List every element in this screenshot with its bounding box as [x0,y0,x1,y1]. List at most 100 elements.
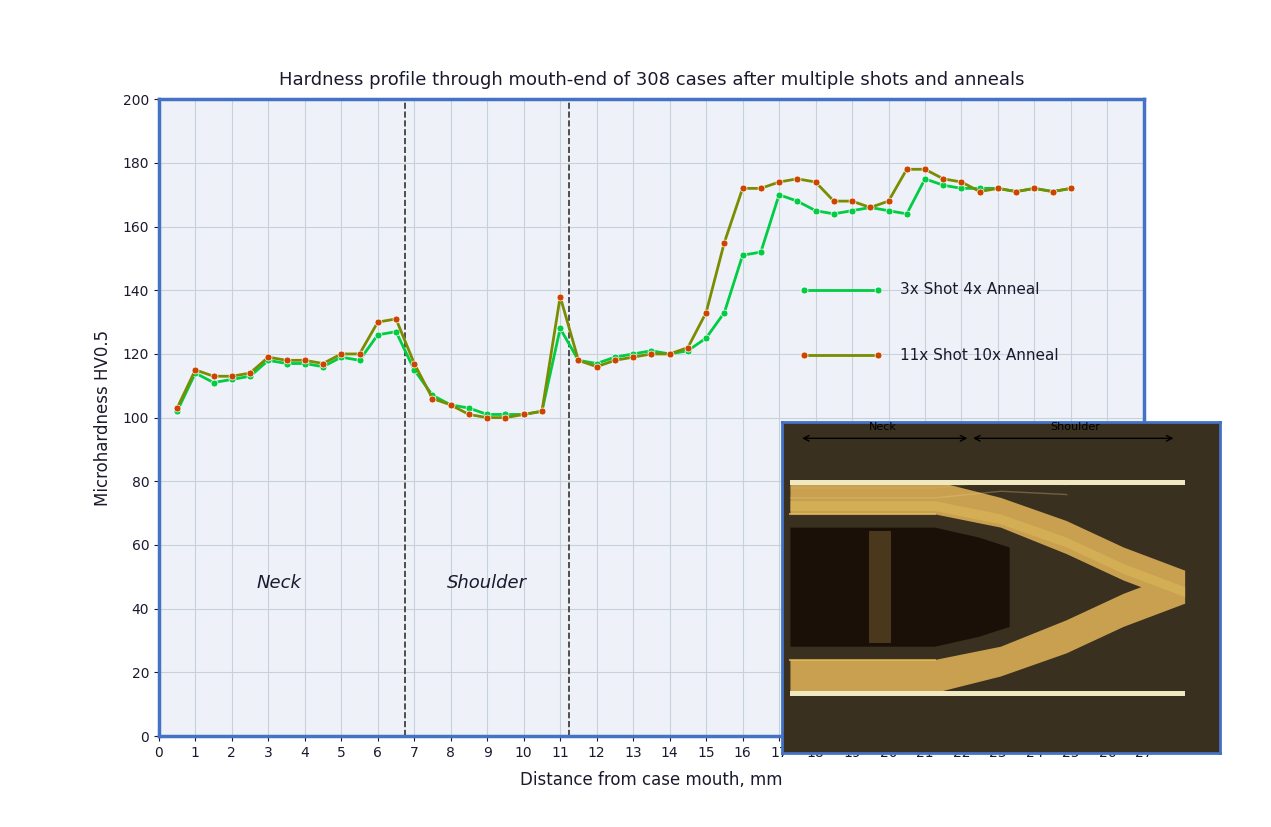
11x Shot 10x Anneal [188,365,203,375]
11x Shot 10x Anneal [315,359,330,369]
3x Shot 4x Anneal [625,349,641,359]
3x Shot 4x Anneal [243,371,258,381]
11x Shot 10x Anneal [1027,184,1042,194]
X-axis label: Distance from case mouth, mm: Distance from case mouth, mm [520,771,783,789]
11x Shot 10x Anneal [571,356,586,366]
Y-axis label: Microhardness HV0.5: Microhardness HV0.5 [94,330,112,505]
Text: 3x Shot 4x Anneal: 3x Shot 4x Anneal [900,282,1040,297]
3x Shot 4x Anneal [278,359,294,369]
11x Shot 10x Anneal [935,174,951,184]
11x Shot 10x Anneal [461,409,477,419]
3x Shot 4x Anneal [224,375,239,385]
11x Shot 10x Anneal [625,352,641,362]
Text: Shoulder: Shoulder [447,574,527,592]
11x Shot 10x Anneal [771,177,787,187]
11x Shot 10x Anneal [425,394,440,404]
3x Shot 4x Anneal [534,406,549,416]
11x Shot 10x Anneal [407,359,422,369]
3x Shot 4x Anneal [407,365,422,375]
Text: 11x Shot 10x Anneal: 11x Shot 10x Anneal [900,348,1059,363]
11x Shot 10x Anneal [953,177,969,187]
11x Shot 10x Anneal [516,409,531,419]
3x Shot 4x Anneal [169,406,184,416]
11x Shot 10x Anneal [444,400,459,410]
3x Shot 4x Anneal [826,209,841,219]
Text: Neck: Neck [257,574,301,592]
3x Shot 4x Anneal [953,184,969,194]
3x Shot 4x Anneal [808,206,824,216]
3x Shot 4x Anneal [334,352,350,362]
3x Shot 4x Anneal [1027,184,1042,194]
3x Shot 4x Anneal [553,323,568,333]
11x Shot 10x Anneal [699,308,714,318]
3x Shot 4x Anneal [699,333,714,343]
11x Shot 10x Anneal [278,356,294,366]
11x Shot 10x Anneal [553,292,568,302]
Line: 11x Shot 10x Anneal: 11x Shot 10x Anneal [174,166,1074,421]
11x Shot 10x Anneal [243,368,258,378]
3x Shot 4x Anneal [516,409,531,419]
11x Shot 10x Anneal [297,356,313,366]
11x Shot 10x Anneal [644,349,660,359]
11x Shot 10x Anneal [1009,187,1024,197]
11x Shot 10x Anneal [224,371,239,381]
3x Shot 4x Anneal [844,206,859,216]
11x Shot 10x Anneal [717,237,732,247]
11x Shot 10x Anneal [498,413,513,423]
3x Shot 4x Anneal [754,247,769,257]
3x Shot 4x Anneal [479,409,494,419]
Line: 3x Shot 4x Anneal: 3x Shot 4x Anneal [174,175,1074,418]
3x Shot 4x Anneal [389,327,404,337]
3x Shot 4x Anneal [588,359,604,369]
11x Shot 10x Anneal [918,165,933,174]
Title: Hardness profile through mouth-end of 308 cases after multiple shots and anneals: Hardness profile through mouth-end of 30… [278,71,1024,89]
11x Shot 10x Anneal [206,371,221,381]
3x Shot 4x Anneal [680,346,695,356]
11x Shot 10x Anneal [789,174,805,184]
11x Shot 10x Anneal [808,177,824,187]
11x Shot 10x Anneal [844,196,859,206]
Bar [869,531,891,643]
3x Shot 4x Anneal [717,308,732,318]
11x Shot 10x Anneal [680,342,695,352]
3x Shot 4x Anneal [644,346,660,356]
3x Shot 4x Anneal [498,409,513,419]
3x Shot 4x Anneal [188,368,203,378]
3x Shot 4x Anneal [972,184,988,194]
Bar [791,480,1185,485]
3x Shot 4x Anneal [444,400,459,410]
11x Shot 10x Anneal [334,349,350,359]
3x Shot 4x Anneal [315,361,330,371]
3x Shot 4x Anneal [918,174,933,184]
11x Shot 10x Anneal [608,356,623,366]
3x Shot 4x Anneal [662,349,677,359]
3x Shot 4x Anneal [863,203,878,213]
3x Shot 4x Anneal [1009,187,1024,197]
3x Shot 4x Anneal [261,356,276,366]
Text: Neck: Neck [868,422,896,432]
3x Shot 4x Anneal [461,403,477,413]
11x Shot 10x Anneal [534,406,549,416]
3x Shot 4x Anneal [571,356,586,366]
11x Shot 10x Anneal [826,196,841,206]
3x Shot 4x Anneal [370,330,385,340]
11x Shot 10x Anneal [261,352,276,362]
3x Shot 4x Anneal [297,359,313,369]
Polygon shape [791,571,1185,693]
3x Shot 4x Anneal [206,378,221,388]
11x Shot 10x Anneal [1045,187,1060,197]
3x Shot 4x Anneal [425,390,440,400]
Bar [791,691,1185,696]
3x Shot 4x Anneal [881,206,896,216]
Text: Shoulder: Shoulder [1051,422,1101,432]
11x Shot 10x Anneal [863,203,878,213]
3x Shot 4x Anneal [935,180,951,190]
3x Shot 4x Anneal [899,209,914,219]
3x Shot 4x Anneal [352,356,367,366]
11x Shot 10x Anneal [735,184,750,194]
Polygon shape [791,481,1185,604]
3x Shot 4x Anneal [990,184,1005,194]
3x Shot 4x Anneal [771,190,787,200]
11x Shot 10x Anneal [662,349,677,359]
3x Shot 4x Anneal [1064,184,1079,194]
